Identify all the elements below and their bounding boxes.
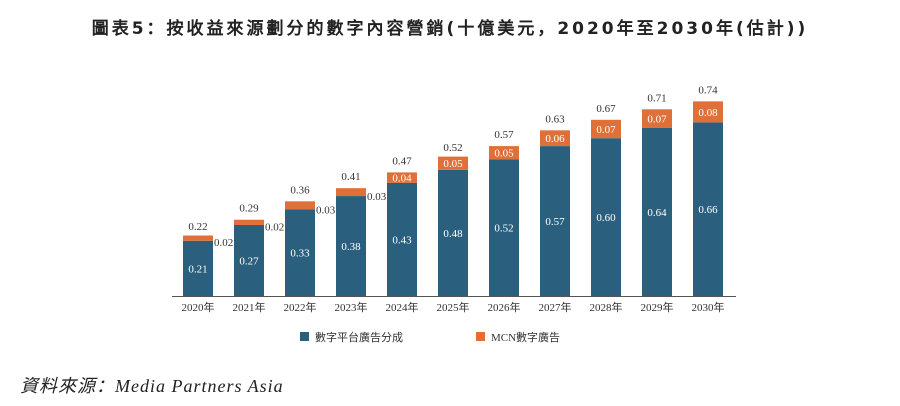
data-label-platform: 0.66 bbox=[698, 204, 718, 216]
bar-segment-mcn bbox=[285, 201, 315, 210]
data-label-mcn: 0.03 bbox=[316, 204, 336, 216]
legend-label-0: 數字平台廣告分成 bbox=[315, 330, 403, 344]
bar-segment-platform bbox=[642, 127, 672, 297]
x-tick-label: 2022年 bbox=[284, 300, 317, 314]
legend-label-1: MCN數字廣告 bbox=[491, 330, 560, 344]
data-label-total: 0.71 bbox=[647, 92, 666, 104]
bar-segment-mcn bbox=[489, 146, 519, 160]
bar-segment-platform bbox=[693, 122, 723, 296]
bar-segment-platform bbox=[387, 182, 417, 296]
data-label-mcn: 0.02 bbox=[265, 221, 284, 233]
x-tick-label: 2024年 bbox=[386, 300, 419, 314]
legend-swatch-1 bbox=[476, 332, 485, 341]
data-label-platform: 0.52 bbox=[494, 223, 513, 235]
source-note: 資料來源：Media Partners Asia bbox=[20, 376, 284, 396]
data-label-mcn: 0.06 bbox=[545, 133, 565, 145]
bar-segment-platform bbox=[285, 209, 315, 296]
bar-segment-platform bbox=[540, 146, 570, 296]
data-label-platform: 0.64 bbox=[647, 207, 667, 219]
bar-segment-mcn bbox=[336, 188, 366, 197]
data-label-mcn: 0.05 bbox=[494, 148, 514, 160]
data-label-mcn: 0.08 bbox=[698, 107, 718, 119]
data-label-total: 0.29 bbox=[239, 203, 259, 215]
bar-segment-mcn bbox=[693, 101, 723, 123]
data-label-total: 0.52 bbox=[443, 142, 462, 154]
data-label-mcn: 0.02 bbox=[214, 237, 233, 249]
bar-segment-mcn bbox=[642, 109, 672, 128]
data-label-total: 0.57 bbox=[494, 129, 514, 141]
bar-segment-mcn bbox=[234, 219, 264, 225]
data-label-mcn: 0.03 bbox=[367, 191, 387, 203]
data-label-mcn: 0.04 bbox=[392, 173, 412, 185]
data-label-platform: 0.57 bbox=[545, 216, 565, 228]
data-label-platform: 0.21 bbox=[188, 263, 207, 275]
chart-title: 圖表5：按收益來源劃分的數字內容營銷(十億美元，2020年至2030年(估計)) bbox=[91, 19, 809, 39]
x-tick-label: 2027年 bbox=[539, 300, 572, 314]
data-label-total: 0.36 bbox=[290, 184, 310, 196]
data-label-platform: 0.48 bbox=[443, 228, 463, 240]
x-tick-label: 2023年 bbox=[335, 300, 368, 314]
data-label-platform: 0.60 bbox=[596, 212, 616, 224]
data-label-total: 0.22 bbox=[188, 221, 207, 233]
x-tick-label: 2029年 bbox=[641, 300, 674, 314]
data-label-total: 0.47 bbox=[392, 155, 412, 167]
bar-segment-platform bbox=[489, 159, 519, 296]
x-tick-label: 2021年 bbox=[233, 300, 266, 314]
x-tick-label: 2025年 bbox=[437, 300, 470, 314]
bar-segment-mcn bbox=[540, 130, 570, 147]
bar-segment-platform bbox=[234, 224, 264, 296]
data-label-mcn: 0.05 bbox=[443, 158, 463, 170]
x-tick-label: 2028年 bbox=[590, 300, 623, 314]
legend-swatch-0 bbox=[300, 332, 309, 341]
data-label-total: 0.67 bbox=[596, 103, 616, 115]
data-label-platform: 0.27 bbox=[239, 255, 259, 267]
bar-segment-platform bbox=[183, 240, 213, 296]
x-tick-label: 2026年 bbox=[488, 300, 521, 314]
bar-segment-mcn bbox=[438, 156, 468, 170]
data-label-total: 0.63 bbox=[545, 113, 565, 125]
bar-segment-platform bbox=[438, 169, 468, 296]
data-label-platform: 0.38 bbox=[341, 241, 361, 253]
data-label-mcn: 0.07 bbox=[647, 113, 667, 125]
data-label-mcn: 0.07 bbox=[596, 124, 616, 136]
x-tick-label: 2020年 bbox=[182, 300, 215, 314]
data-label-total: 0.74 bbox=[698, 84, 718, 96]
data-label-platform: 0.33 bbox=[290, 248, 310, 260]
bar-segment-mcn bbox=[591, 119, 621, 139]
x-tick-label: 2030年 bbox=[692, 300, 725, 314]
bar-segment-mcn bbox=[183, 235, 213, 241]
bar-segment-platform bbox=[591, 138, 621, 296]
bar-segment-platform bbox=[336, 196, 366, 296]
data-label-total: 0.41 bbox=[341, 171, 360, 183]
data-label-platform: 0.43 bbox=[392, 234, 412, 246]
bar-segment-mcn bbox=[387, 172, 417, 183]
